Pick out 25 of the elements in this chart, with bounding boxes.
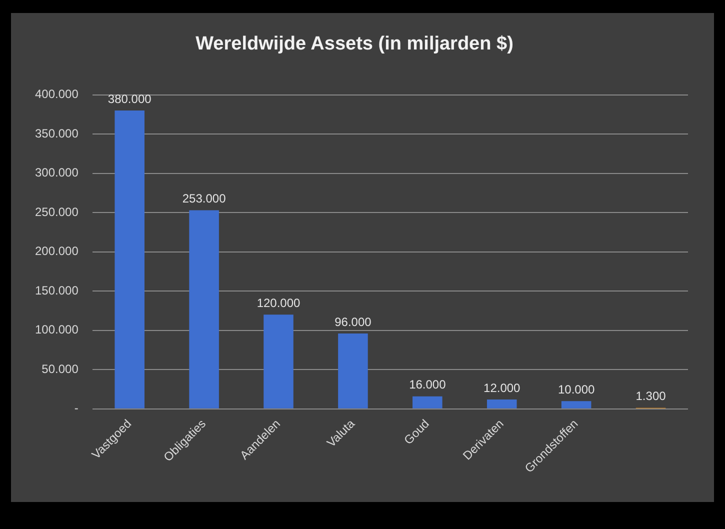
- data-label: 96.000: [334, 314, 372, 329]
- y-tick-label: 350.000: [34, 126, 79, 140]
- data-label: 1.300: [636, 389, 666, 404]
- data-label: 16.000: [409, 378, 446, 392]
- y-tick-label: 150.000: [34, 283, 79, 298]
- chart-title: Wereldwijde Assets (in miljarden $): [196, 34, 514, 55]
- y-tick-label: -: [74, 401, 78, 416]
- data-label: 380.000: [108, 92, 152, 106]
- y-tick-label: 400.000: [34, 87, 79, 102]
- data-label: 120.000: [256, 296, 301, 310]
- bar: [189, 210, 219, 408]
- bar: [114, 110, 144, 408]
- bar: [338, 334, 368, 408]
- y-tick-label: 50.000: [42, 362, 79, 376]
- bar: [486, 399, 517, 408]
- y-tick-label: 100.000: [34, 322, 79, 337]
- bar: [561, 401, 592, 408]
- y-tick-label: 200.000: [34, 244, 79, 258]
- bar: [412, 396, 442, 408]
- y-tick-label: 250.000: [34, 204, 79, 219]
- bar: [264, 314, 294, 408]
- data-label: 253.000: [182, 192, 226, 206]
- y-tick-label: 300.000: [34, 166, 79, 180]
- data-label: 10.000: [558, 382, 595, 396]
- data-label: 12.000: [484, 380, 521, 395]
